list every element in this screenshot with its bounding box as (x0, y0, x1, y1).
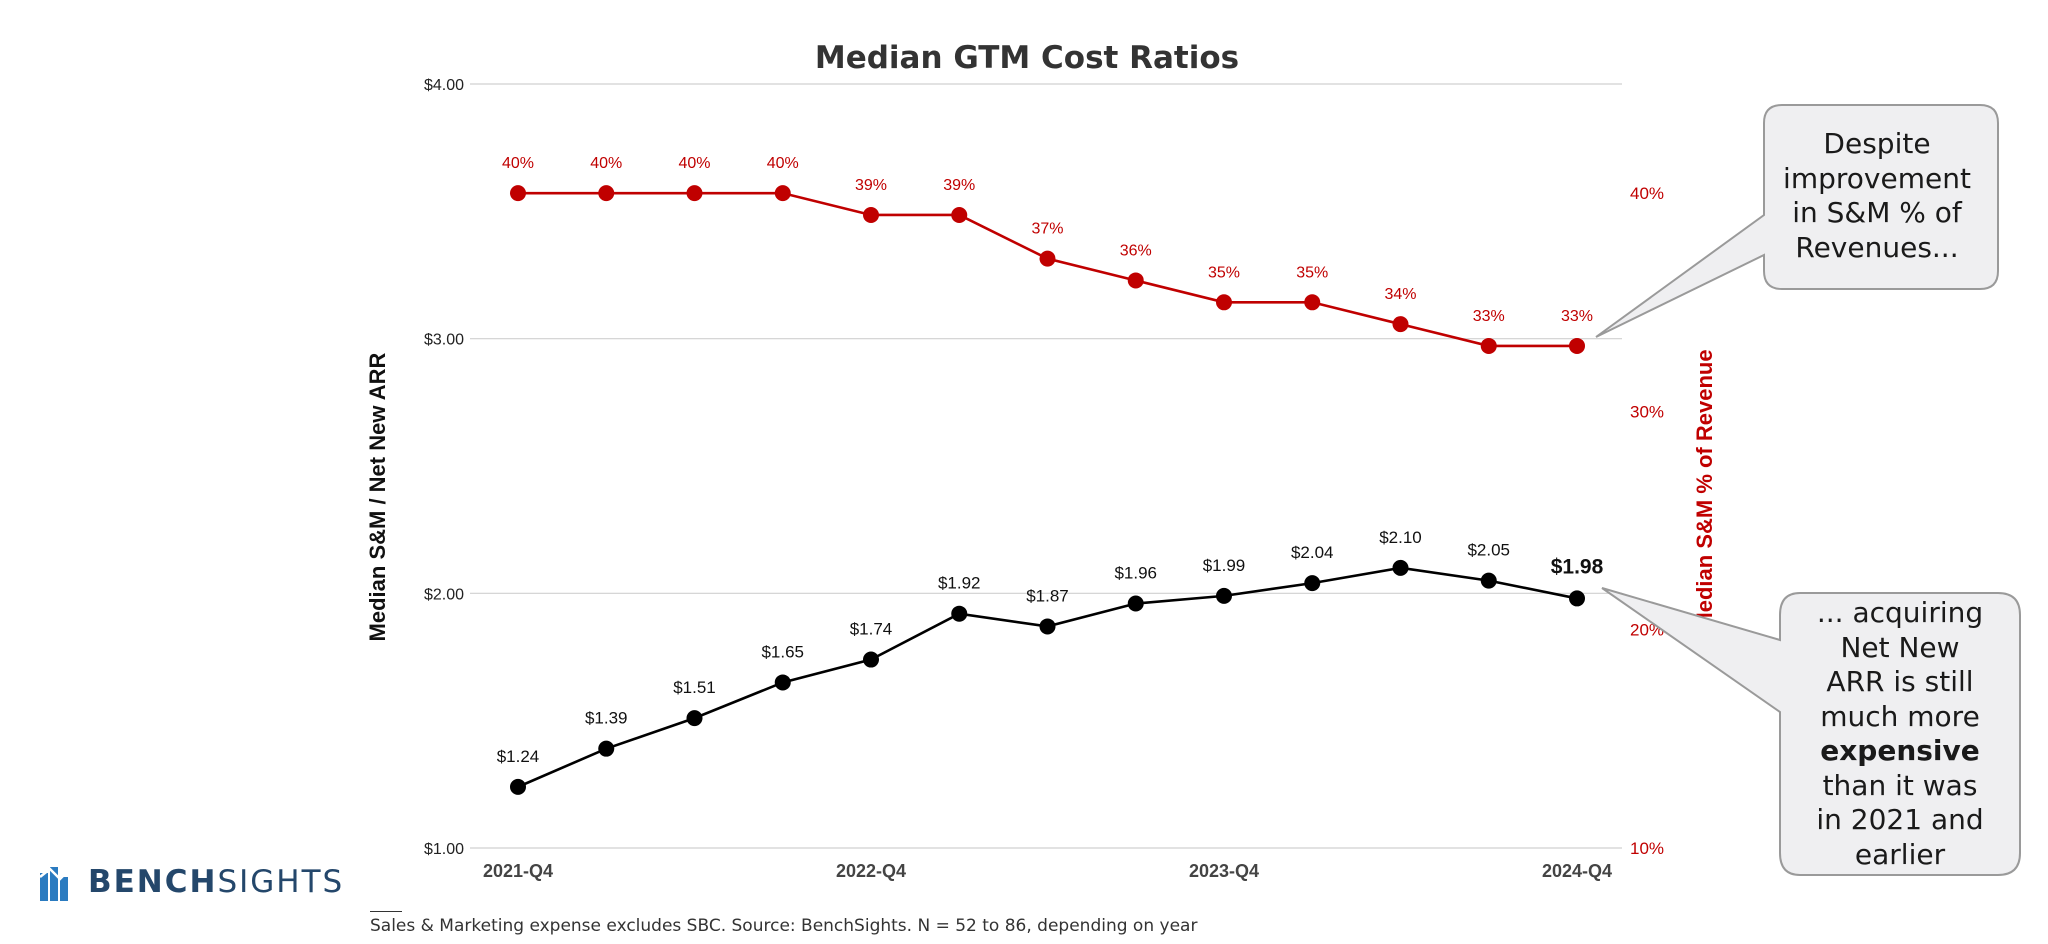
data-label-sm-revenue: 40% (502, 155, 534, 172)
data-label-sm-revenue: 35% (1208, 264, 1240, 281)
callout-line: Despite (1823, 127, 1931, 160)
x-tick-label: 2022-Q4 (836, 861, 906, 881)
logo-wordmark-sights: SIGHTS (217, 864, 345, 900)
point-sm-arr (1039, 618, 1056, 635)
point-sm-revenue (686, 185, 703, 202)
data-label-sm-arr: $1.96 (1114, 564, 1157, 583)
x-tick-label: 2021-Q4 (483, 861, 553, 881)
data-label-sm-arr: $1.99 (1203, 556, 1246, 575)
data-label-sm-revenue: 37% (1031, 221, 1063, 238)
callout-line: ARR is still (1826, 665, 1974, 698)
point-sm-revenue (1216, 294, 1232, 311)
point-sm-arr (1216, 587, 1232, 604)
callout-line: in 2021 and (1816, 803, 1984, 836)
data-label-sm-arr: $1.74 (850, 620, 893, 639)
data-label-sm-revenue: 36% (1120, 242, 1152, 259)
data-label-sm-arr: $1.87 (1026, 586, 1069, 605)
point-sm-revenue (1304, 294, 1321, 311)
chart-title: Median GTM Cost Ratios (815, 40, 1239, 76)
point-sm-revenue (863, 206, 879, 223)
point-sm-revenue (598, 185, 615, 202)
data-label-sm-revenue: 40% (590, 155, 622, 172)
callout-line: ... acquiring (1816, 596, 1984, 629)
data-label-sm-revenue: 34% (1384, 286, 1416, 303)
callout-line: Revenues... (1795, 230, 1959, 264)
data-label-sm-revenue: 35% (1296, 264, 1328, 281)
point-sm-arr (863, 651, 879, 668)
data-label-sm-revenue: 40% (767, 155, 799, 172)
y-axis-title: Median S&M / Net New ARR (365, 352, 390, 641)
point-sm-revenue (1127, 272, 1144, 289)
point-sm-arr (1127, 595, 1144, 612)
y-tick-label: $2.00 (424, 586, 464, 603)
point-sm-revenue (510, 185, 526, 202)
data-label-sm-arr: $2.10 (1379, 528, 1422, 547)
point-sm-revenue (951, 206, 968, 223)
point-sm-revenue (1392, 316, 1409, 333)
data-label-sm-revenue: 39% (855, 177, 887, 194)
callout-line: earlier (1854, 837, 1946, 871)
x-tick-label: 2023-Q4 (1189, 861, 1259, 881)
point-sm-arr (1569, 590, 1585, 607)
point-sm-arr (686, 710, 703, 727)
point-sm-arr (1480, 572, 1497, 589)
callout-line: improvement (1783, 161, 1971, 195)
callout-sm-revenue (1595, 104, 1999, 338)
data-label-sm-arr: $2.04 (1291, 543, 1334, 562)
point-sm-arr (774, 674, 791, 691)
data-label-sm-arr: $1.92 (938, 574, 981, 593)
data-label-sm-arr: $2.05 (1467, 541, 1510, 560)
callout-net-new-arr-text: ... acquiring Net New ARR is still much mor… (1786, 596, 2014, 872)
point-sm-revenue (1480, 337, 1497, 354)
callout-line: than it was (1822, 768, 1978, 802)
data-label-sm-arr: $1.98 (1551, 555, 1604, 578)
point-sm-arr (1392, 559, 1409, 576)
benchsights-logo: BENCHSIGHTS (40, 862, 344, 902)
callout-line: in S&M % of (1792, 196, 1962, 229)
footnote-rule (370, 911, 402, 912)
point-sm-arr (510, 778, 526, 795)
y2-tick-label: 10% (1630, 839, 1664, 858)
y2-tick-label: 30% (1630, 402, 1664, 421)
data-label-sm-arr: $1.51 (673, 678, 716, 697)
callout-line: expensive (1820, 734, 1980, 767)
point-sm-revenue (1569, 337, 1585, 354)
y-tick-label: $3.00 (424, 332, 464, 349)
callout-sm-revenue-text: Despite improvement in S&M % of Revenues... (1766, 127, 1988, 265)
callout-line: Net New (1840, 630, 1960, 664)
point-sm-arr (951, 605, 968, 622)
bar-chart-logo-icon (40, 866, 73, 901)
footnote: Sales & Marketing expense excludes SBC. … (370, 916, 1198, 936)
point-sm-revenue (1039, 250, 1056, 267)
callout-net-new-arr (1601, 587, 2021, 876)
y-tick-label: $1.00 (424, 841, 464, 858)
x-tick-label: 2024-Q4 (1542, 861, 1612, 881)
data-label-sm-arr: $1.65 (761, 642, 804, 661)
logo-wordmark-bench: BENCH (88, 864, 218, 900)
data-label-sm-arr: $1.24 (497, 747, 540, 766)
y-tick-label: $4.00 (424, 77, 464, 94)
logo-wordmark: BENCHSIGHTS (88, 864, 344, 900)
series-line-sm-revenue (518, 191, 1577, 348)
data-label-sm-revenue: 39% (943, 177, 975, 194)
point-sm-revenue (774, 185, 791, 202)
point-sm-arr (1304, 575, 1321, 592)
data-label-sm-revenue: 33% (1473, 308, 1505, 325)
point-sm-arr (598, 740, 615, 757)
callout-line: much more (1820, 699, 1980, 733)
data-label-sm-revenue: 33% (1561, 308, 1593, 325)
y2-axis-title: Median S&M % of Revenue (1692, 349, 1717, 630)
data-label-sm-arr: $1.39 (585, 709, 628, 728)
y2-tick-label: 40% (1630, 184, 1664, 203)
data-label-sm-revenue: 40% (678, 155, 710, 172)
